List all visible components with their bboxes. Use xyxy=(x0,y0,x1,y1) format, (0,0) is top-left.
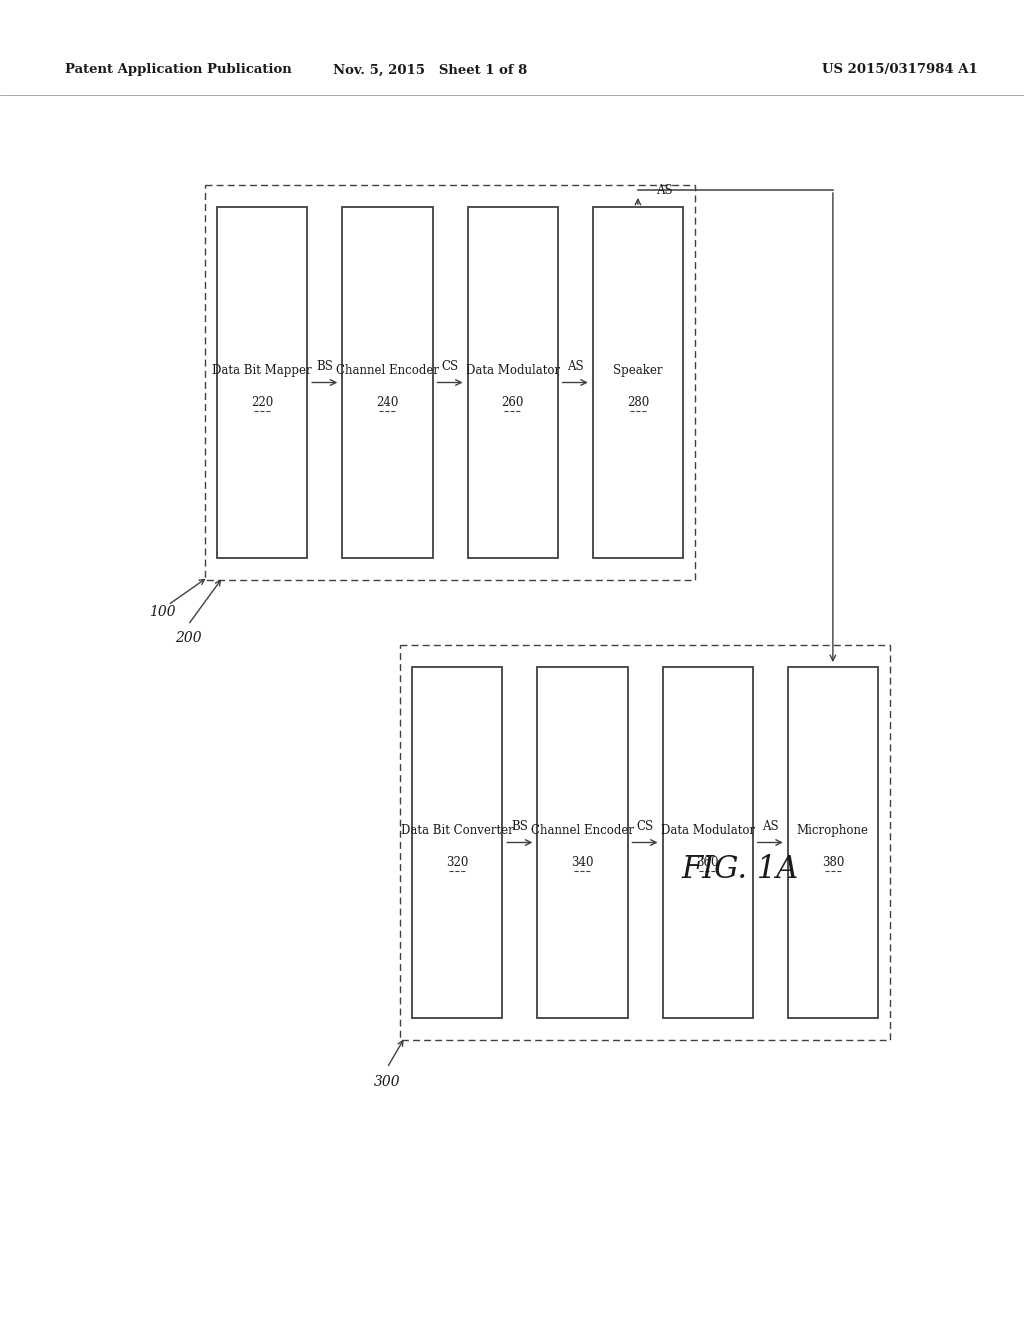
Bar xyxy=(412,667,502,1018)
Bar xyxy=(593,207,683,558)
Bar xyxy=(217,207,307,558)
Bar xyxy=(400,645,890,1040)
Bar xyxy=(342,207,432,558)
Text: 320: 320 xyxy=(445,855,468,869)
Text: Data Bit Mapper: Data Bit Mapper xyxy=(212,364,312,378)
Text: CS: CS xyxy=(441,360,459,374)
Text: CS: CS xyxy=(637,820,653,833)
Bar xyxy=(787,667,878,1018)
Text: 300: 300 xyxy=(374,1074,400,1089)
Text: 340: 340 xyxy=(571,855,594,869)
Text: 360: 360 xyxy=(696,855,719,869)
Text: BS: BS xyxy=(511,820,528,833)
Text: 380: 380 xyxy=(821,855,844,869)
Text: Data Bit Converter: Data Bit Converter xyxy=(400,824,513,837)
Text: 280: 280 xyxy=(627,396,649,409)
Text: Microphone: Microphone xyxy=(797,824,869,837)
Text: AS: AS xyxy=(762,820,778,833)
Text: 260: 260 xyxy=(502,396,524,409)
Text: Speaker: Speaker xyxy=(613,364,663,378)
Text: Channel Encoder: Channel Encoder xyxy=(336,364,439,378)
Text: Nov. 5, 2015   Sheet 1 of 8: Nov. 5, 2015 Sheet 1 of 8 xyxy=(333,63,527,77)
Text: AS: AS xyxy=(567,360,584,374)
Bar xyxy=(205,185,695,579)
Text: AS: AS xyxy=(656,183,673,197)
Bar xyxy=(663,667,753,1018)
Text: 240: 240 xyxy=(376,396,398,409)
Text: 200: 200 xyxy=(175,631,202,645)
Text: Data Modulator: Data Modulator xyxy=(466,364,560,378)
Text: US 2015/0317984 A1: US 2015/0317984 A1 xyxy=(822,63,978,77)
Bar xyxy=(468,207,558,558)
Text: 220: 220 xyxy=(251,396,273,409)
Text: Data Modulator: Data Modulator xyxy=(660,824,755,837)
Text: Patent Application Publication: Patent Application Publication xyxy=(65,63,292,77)
Bar xyxy=(538,667,628,1018)
Text: BS: BS xyxy=(316,360,333,374)
Text: 100: 100 xyxy=(148,605,175,619)
Text: FIG. 1A: FIG. 1A xyxy=(681,854,799,886)
Text: Channel Encoder: Channel Encoder xyxy=(530,824,634,837)
